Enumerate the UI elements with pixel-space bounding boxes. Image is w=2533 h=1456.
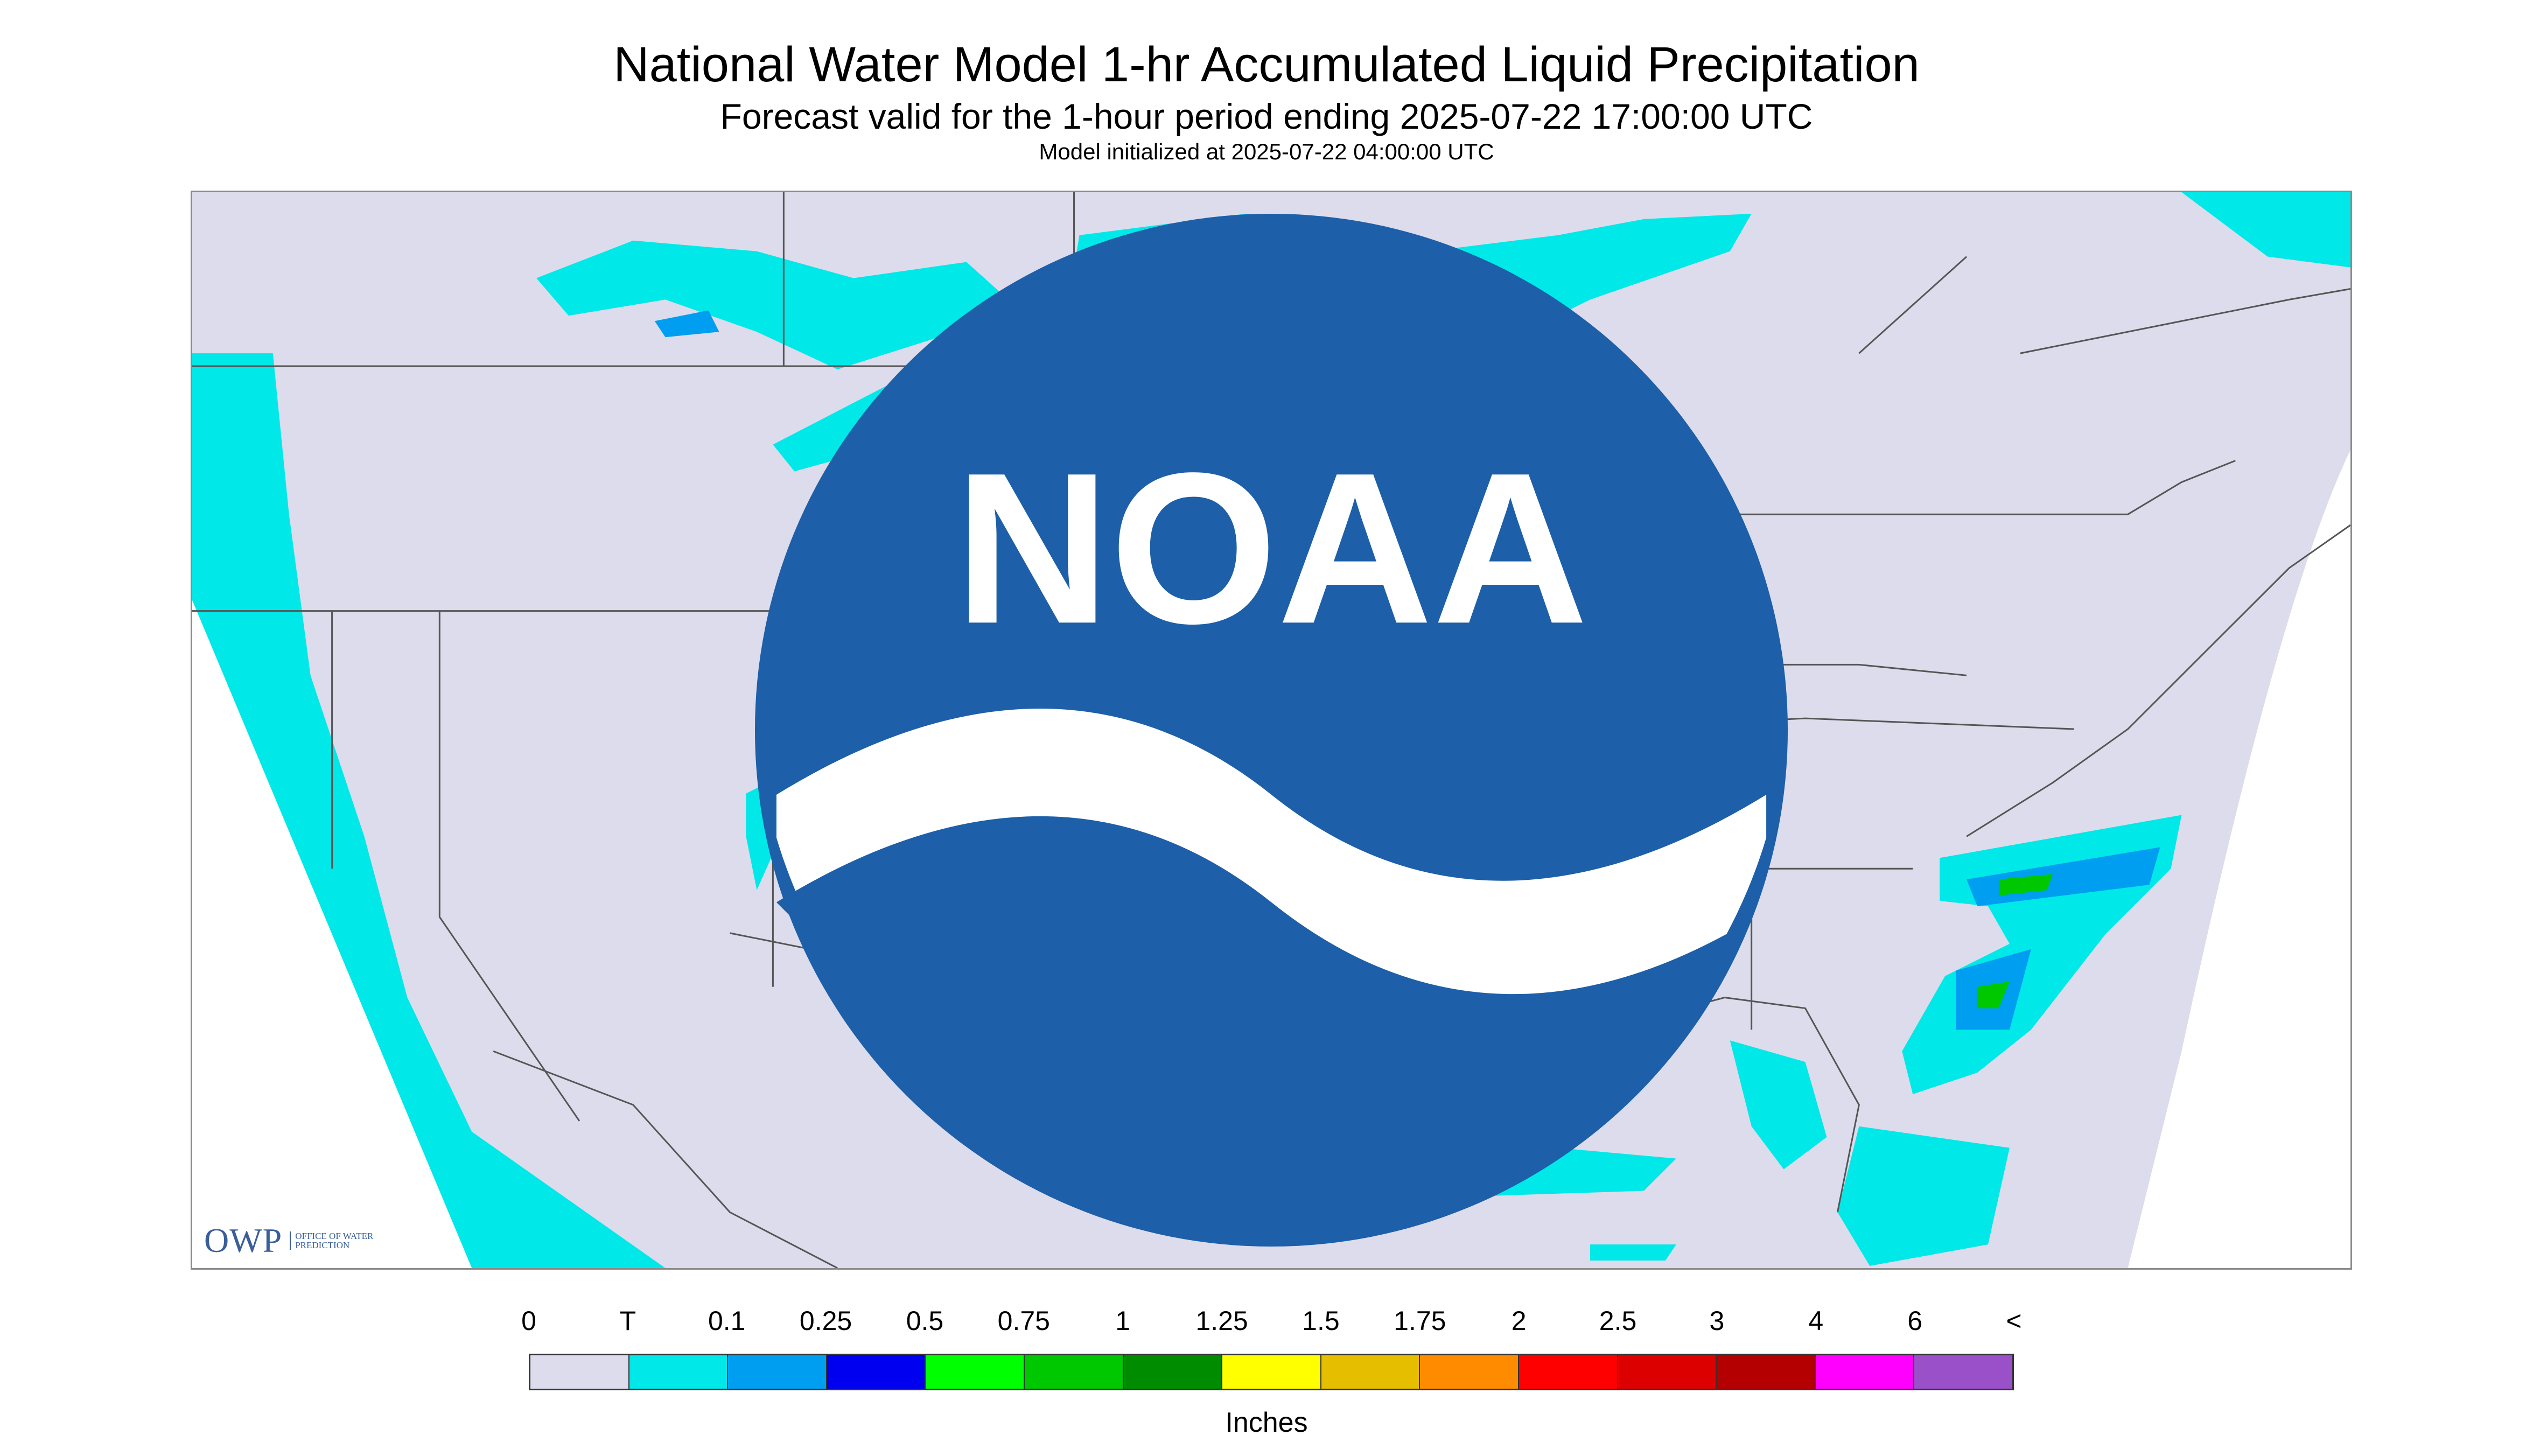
legend-swatch <box>1321 1355 1421 1389</box>
legend-tick-label: 6 <box>1907 1306 1923 1336</box>
owp-logo-text: OWP <box>204 1221 283 1259</box>
legend-swatch <box>1024 1355 1124 1389</box>
legend-swatch <box>1420 1355 1519 1389</box>
legend-swatch <box>1914 1355 2012 1389</box>
legend-units: Inches <box>1225 1407 1308 1438</box>
legend-swatch <box>1618 1355 1717 1389</box>
legend-swatch <box>1123 1355 1223 1389</box>
owp-logo: OWP OFFICE OF WATER PREDICTION <box>204 1221 376 1261</box>
florida-light-precip <box>1730 1040 1827 1170</box>
precipitation-legend: 0 T 0.1 0.25 0.5 0.75 1 1.25 1.5 1.75 2 2.5 3 4 6 < <box>521 1305 2022 1390</box>
legend-tick-label: 1.75 <box>1394 1306 1446 1336</box>
legend-swatch <box>926 1355 1025 1389</box>
legend-color-bar <box>529 1354 2014 1390</box>
legend-tick-label: 1.5 <box>1302 1306 1340 1336</box>
legend-tick-label: < <box>2006 1306 2022 1336</box>
forecast-valid-subtitle: Forecast valid for the 1-hour period end… <box>720 96 1813 136</box>
legend-tick-labels: 0 T 0.1 0.25 0.5 0.75 1 1.25 1.5 1.75 2 2.5 3 4 6 < <box>521 1305 2022 1338</box>
legend-swatch <box>827 1355 926 1389</box>
legend-tick-label: T <box>619 1306 636 1336</box>
legend-swatch <box>530 1355 629 1389</box>
precipitation-map: OWP OFFICE OF WATER PREDICTION NOAA <box>191 191 2352 1270</box>
legend-tick-label: 4 <box>1808 1306 1824 1336</box>
legend-tick-label: 0.75 <box>997 1306 1050 1336</box>
map-title: National Water Model 1-hr Accumulated Li… <box>613 37 1920 92</box>
legend-tick-label: 0.5 <box>906 1306 944 1336</box>
legend-tick-label: 2 <box>1511 1306 1527 1336</box>
legend-tick-label: 2.5 <box>1599 1306 1637 1336</box>
legend-tick-label: 1 <box>1115 1306 1131 1336</box>
noaa-logo-icon: NOAA <box>754 213 1788 1247</box>
legend-tick-label: 3 <box>1709 1306 1725 1336</box>
quebec-light-precip <box>2181 192 2350 268</box>
legend-tick-label: 0.25 <box>799 1306 852 1336</box>
pacific-light-precip <box>192 353 666 1268</box>
montana-light-precip <box>536 240 1020 370</box>
legend-swatch <box>1717 1355 1816 1389</box>
atlantic-heavy-precip <box>1977 874 2053 1009</box>
legend-swatch <box>1519 1355 1618 1389</box>
model-init-caption: Model initialized at 2025-07-22 04:00:00… <box>1039 139 1494 164</box>
legend-tick-label: 0 <box>521 1306 536 1336</box>
noaa-logo-text: NOAA <box>955 428 1589 668</box>
caribbean-light-precip <box>1590 1126 2010 1266</box>
legend-swatch <box>728 1355 827 1389</box>
owp-logo-caption: OFFICE OF WATER PREDICTION <box>290 1231 376 1250</box>
legend-swatch <box>629 1355 729 1389</box>
legend-tick-label: 0.1 <box>708 1306 746 1336</box>
legend-swatch <box>1815 1355 1915 1389</box>
legend-swatch <box>1222 1355 1321 1389</box>
legend-tick-label: 1.25 <box>1195 1306 1248 1336</box>
